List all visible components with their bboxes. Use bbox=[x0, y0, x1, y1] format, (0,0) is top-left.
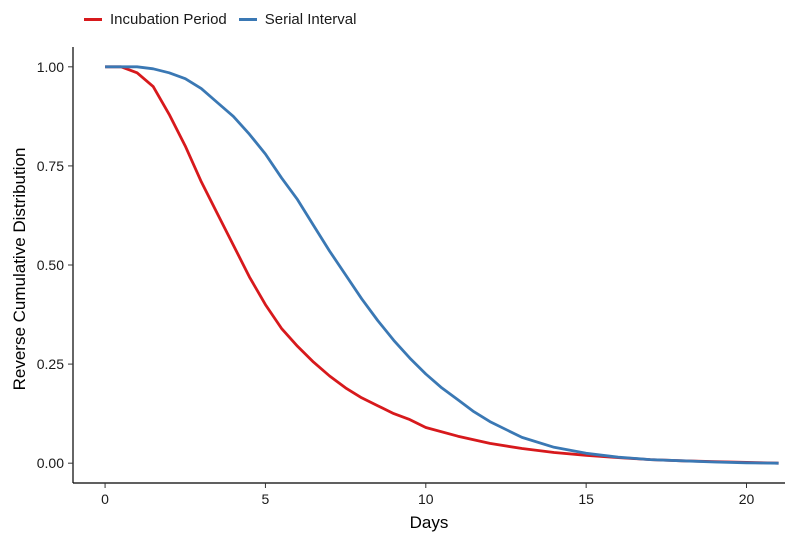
legend-key-serial bbox=[238, 18, 257, 21]
axes: 0 5 10 15 20 0.00 0.25 0.50 0.75 1.00 bbox=[37, 47, 785, 507]
y-tick-label: 0.75 bbox=[37, 158, 64, 174]
x-tick-label: 10 bbox=[418, 491, 434, 507]
x-tick-label: 15 bbox=[578, 491, 594, 507]
y-tick-label: 0.00 bbox=[37, 455, 64, 471]
legend-label-serial: Serial Interval bbox=[264, 11, 357, 28]
legend-key-incubation bbox=[84, 18, 102, 21]
legend-item-serial: Serial Interval bbox=[238, 11, 357, 28]
series-lines bbox=[105, 65, 779, 465]
series-line-incubation-period bbox=[105, 65, 779, 465]
legend-item-incubation: Incubation Period bbox=[84, 11, 227, 28]
series-line-serial-interval bbox=[105, 65, 779, 465]
y-axis-title: Reverse Cumulative Distribution bbox=[10, 148, 29, 391]
x-tick-label: 5 bbox=[262, 491, 270, 507]
y-tick-label: 0.50 bbox=[37, 257, 64, 273]
legend: Incubation Period Serial Interval bbox=[84, 11, 368, 28]
y-tick-label: 0.25 bbox=[37, 356, 64, 372]
x-axis-title: Days bbox=[410, 513, 449, 532]
y-tick-label: 1.00 bbox=[37, 59, 64, 75]
x-tick-label: 0 bbox=[101, 491, 109, 507]
legend-label-incubation: Incubation Period bbox=[110, 11, 227, 28]
x-tick-label: 20 bbox=[739, 491, 755, 507]
